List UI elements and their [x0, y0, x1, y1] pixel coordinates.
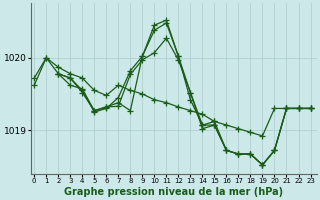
X-axis label: Graphe pression niveau de la mer (hPa): Graphe pression niveau de la mer (hPa) — [64, 187, 283, 197]
